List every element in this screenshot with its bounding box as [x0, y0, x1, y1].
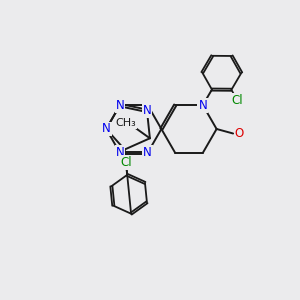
Text: Cl: Cl [120, 156, 132, 170]
Text: N: N [116, 99, 124, 112]
Text: N: N [143, 146, 152, 159]
Text: N: N [142, 104, 152, 117]
Text: O: O [235, 127, 244, 140]
Text: N: N [198, 99, 207, 112]
Text: Cl: Cl [232, 94, 243, 107]
Text: CH₃: CH₃ [116, 118, 136, 128]
Text: N: N [116, 146, 124, 159]
Text: N: N [102, 122, 111, 136]
